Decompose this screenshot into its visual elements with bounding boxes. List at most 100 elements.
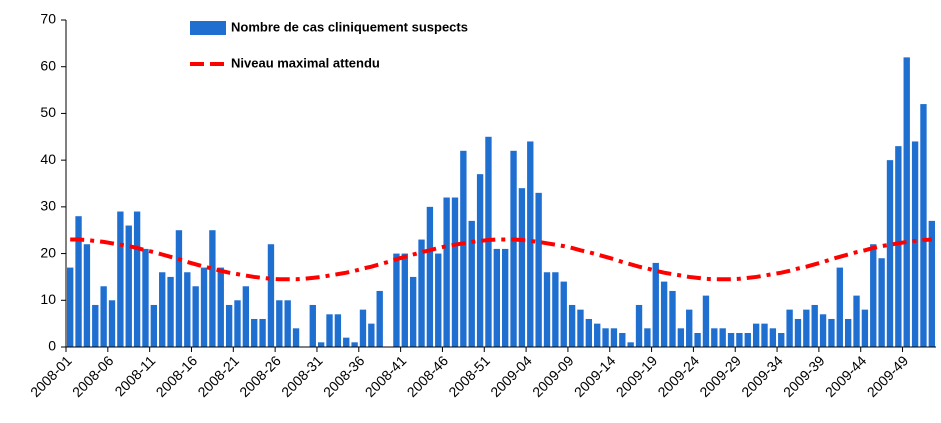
y-tick-label: 10 (40, 291, 56, 307)
bar (401, 253, 408, 347)
bar (159, 272, 166, 347)
y-tick-label: 60 (40, 57, 56, 73)
x-tick-label: 2009-04 (487, 352, 535, 400)
y-tick-label: 20 (40, 244, 56, 260)
bar (836, 267, 843, 347)
bar (200, 267, 208, 347)
bar (778, 332, 785, 347)
x-tick-label: 2009-49 (864, 352, 912, 400)
bar (476, 174, 484, 347)
bar (535, 192, 542, 347)
bar (602, 328, 609, 347)
legend-swatch (190, 21, 226, 35)
x-tick-label: 2009-24 (654, 352, 702, 400)
bar (192, 286, 199, 347)
bar (234, 300, 241, 347)
bar (870, 244, 877, 347)
bar (309, 304, 316, 347)
bar (359, 309, 367, 347)
x-tick-label: 2009-39 (780, 352, 828, 400)
bar (786, 309, 793, 347)
bar (811, 304, 818, 347)
bar (895, 146, 902, 347)
bar (761, 323, 768, 347)
x-tick-label: 2008-41 (362, 352, 410, 400)
x-tick-label: 2008-16 (153, 352, 201, 400)
legend-label: Nombre de cas cliniquement suspects (231, 19, 468, 34)
bar (368, 323, 375, 347)
bar (351, 342, 358, 347)
bar (886, 160, 894, 347)
bar (451, 197, 459, 347)
bar (585, 318, 593, 347)
bar (117, 211, 124, 347)
bar (83, 244, 91, 347)
bar (694, 332, 701, 347)
bar (610, 328, 618, 347)
bar (844, 318, 852, 347)
x-tick-label: 2008-46 (404, 352, 452, 400)
bar (660, 281, 668, 347)
bar (861, 309, 869, 347)
bar (794, 318, 802, 347)
bar (92, 304, 99, 347)
bar (568, 304, 576, 347)
bar (125, 225, 132, 347)
bar (184, 272, 191, 347)
bar (276, 300, 283, 347)
x-tick-label: 2009-44 (822, 352, 870, 400)
bar (443, 197, 450, 347)
bar (460, 150, 467, 347)
bar (334, 314, 342, 347)
bar (376, 290, 383, 347)
x-tick-label: 2009-09 (529, 352, 577, 400)
x-tick-label: 2008-11 (111, 352, 158, 399)
bar (108, 300, 116, 347)
bar (75, 216, 82, 347)
bar (543, 272, 551, 347)
bar (317, 342, 325, 347)
bar (100, 286, 107, 347)
bar (552, 272, 559, 347)
bar (652, 262, 659, 347)
bar (635, 304, 643, 347)
y-tick-label: 50 (40, 104, 56, 120)
x-tick-label: 2008-36 (320, 352, 368, 400)
bar (468, 220, 475, 347)
bar (744, 332, 751, 347)
bar (911, 141, 919, 347)
bar (878, 258, 885, 347)
bar (510, 150, 517, 347)
bar (393, 253, 400, 347)
x-tick-label: 2008-06 (69, 352, 117, 400)
bar (819, 314, 827, 347)
bar (225, 304, 233, 347)
bar (292, 328, 300, 347)
expected-line (70, 237, 932, 282)
bar (502, 248, 509, 347)
bar (577, 309, 584, 347)
x-tick-label: 2009-34 (738, 352, 786, 400)
bar (920, 104, 927, 347)
bar (426, 206, 434, 347)
bar (711, 328, 718, 347)
bar (217, 267, 224, 347)
bar (326, 314, 333, 347)
bar (719, 328, 726, 347)
bar (594, 323, 601, 347)
bar (418, 239, 425, 347)
bar (259, 318, 266, 347)
bar (677, 328, 685, 347)
bar (435, 253, 442, 347)
bar (560, 281, 567, 347)
bar (284, 300, 291, 347)
bar (686, 309, 693, 347)
bar (627, 342, 634, 347)
x-tick-label: 2009-14 (571, 352, 619, 400)
bar (644, 328, 651, 347)
bar (527, 141, 534, 347)
bar (167, 276, 174, 347)
bar (267, 244, 275, 347)
bar (619, 332, 626, 347)
